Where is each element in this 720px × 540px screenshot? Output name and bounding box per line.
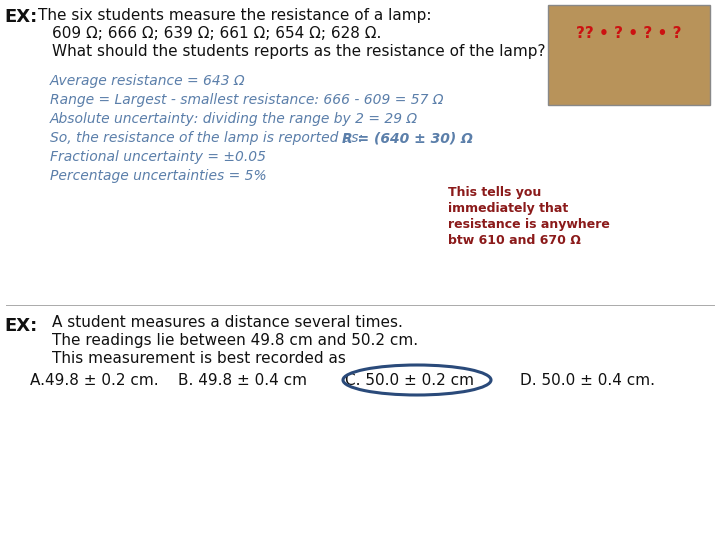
- Text: ?? • ? • ? • ?: ?? • ? • ? • ?: [576, 25, 682, 40]
- Text: Fractional uncertainty = ±0.05: Fractional uncertainty = ±0.05: [50, 150, 266, 164]
- Text: Absolute uncertainty: dividing the range by 2 = 29 Ω: Absolute uncertainty: dividing the range…: [50, 112, 418, 126]
- Text: immediately that: immediately that: [448, 202, 568, 215]
- Text: 609 Ω; 666 Ω; 639 Ω; 661 Ω; 654 Ω; 628 Ω.: 609 Ω; 666 Ω; 639 Ω; 661 Ω; 654 Ω; 628 Ω…: [52, 26, 382, 41]
- Text: The readings lie between 49.8 cm and 50.2 cm.: The readings lie between 49.8 cm and 50.…: [52, 333, 418, 348]
- Text: The six students measure the resistance of a lamp:: The six students measure the resistance …: [38, 8, 431, 23]
- Text: Percentage uncertainties = 5%: Percentage uncertainties = 5%: [50, 169, 266, 183]
- Text: A.49.8 ± 0.2 cm.: A.49.8 ± 0.2 cm.: [30, 373, 158, 388]
- Text: So, the resistance of the lamp is reported as:: So, the resistance of the lamp is report…: [50, 131, 367, 145]
- Text: B. 49.8 ± 0.4 cm: B. 49.8 ± 0.4 cm: [178, 373, 307, 388]
- Text: Range = Largest - smallest resistance: 666 - 609 = 57 Ω: Range = Largest - smallest resistance: 6…: [50, 93, 444, 107]
- Text: btw 610 and 670 Ω: btw 610 and 670 Ω: [448, 234, 581, 247]
- Text: D. 50.0 ± 0.4 cm.: D. 50.0 ± 0.4 cm.: [520, 373, 655, 388]
- Text: R = (640 ± 30) Ω: R = (640 ± 30) Ω: [342, 131, 473, 145]
- Text: C. 50.0 ± 0.2 cm: C. 50.0 ± 0.2 cm: [345, 373, 474, 388]
- Text: Average resistance = 643 Ω: Average resistance = 643 Ω: [50, 74, 246, 88]
- Text: resistance is anywhere: resistance is anywhere: [448, 218, 610, 231]
- Text: EX:: EX:: [4, 8, 37, 26]
- FancyBboxPatch shape: [548, 5, 710, 105]
- Text: A student measures a distance several times.: A student measures a distance several ti…: [52, 315, 403, 330]
- Text: What should the students reports as the resistance of the lamp?: What should the students reports as the …: [52, 44, 546, 59]
- Text: This tells you: This tells you: [448, 186, 541, 199]
- Text: EX:: EX:: [4, 317, 37, 335]
- Text: This measurement is best recorded as: This measurement is best recorded as: [52, 351, 346, 366]
